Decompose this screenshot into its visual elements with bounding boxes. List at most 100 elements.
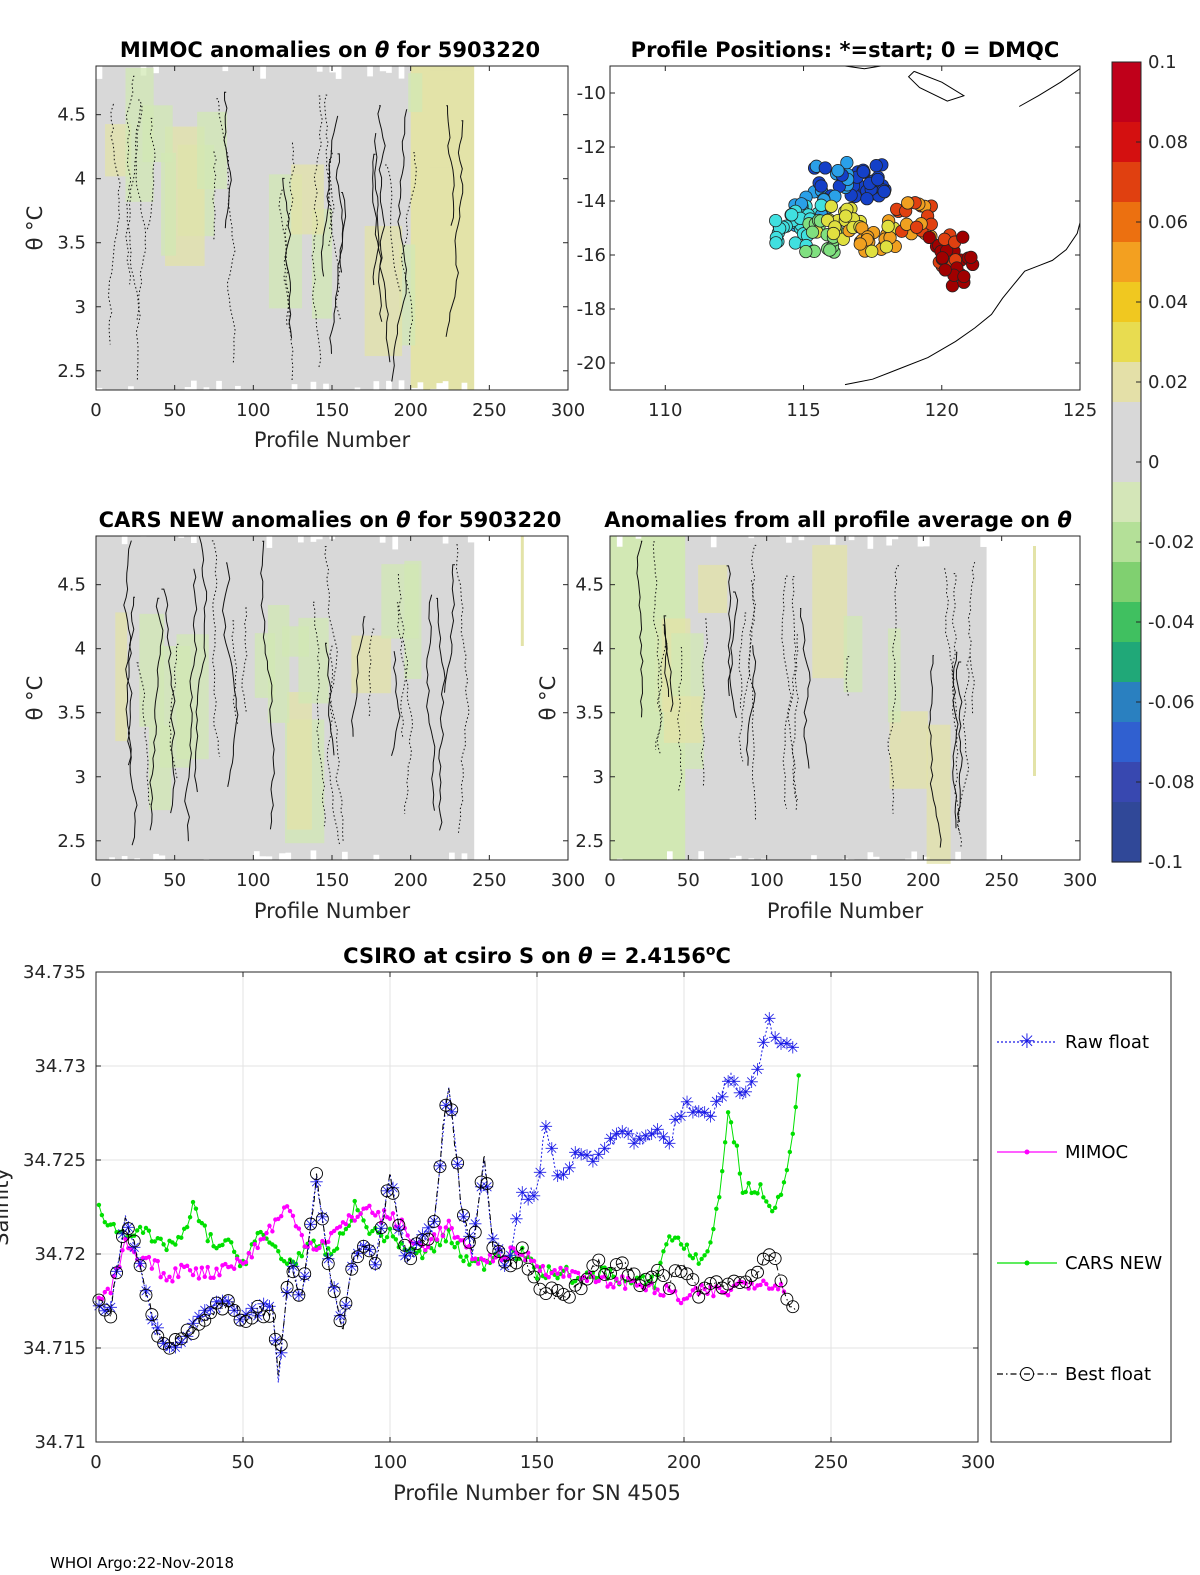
best-float-point [580,1272,594,1286]
raw-float-point: ✳ [674,1107,688,1127]
best-float-point [692,1290,706,1304]
best-float-point [704,1277,717,1290]
mimoc-point [349,1214,354,1220]
best-float-point [786,1300,800,1314]
raw-float-point: ✳ [597,1140,611,1160]
mimoc-point [267,1223,272,1228]
profile-position-marker [871,172,885,187]
anomaly-cell [341,536,349,852]
cars-new-point [546,1264,551,1269]
anomaly-cell [435,536,443,860]
anomaly-cell [461,66,468,383]
profile-position-marker [877,184,891,199]
legend-mimoc-label: MIMOC [1065,1142,1128,1163]
profile-position-marker [879,240,893,254]
x-tick-label: 300 [551,400,585,421]
mimoc-point [290,1213,296,1219]
y-tick-label: -12 [577,137,606,158]
raw-float-point: ✳ [268,1332,282,1352]
mimoc-point [202,1274,207,1280]
negative-contour [397,573,414,815]
cars-new-point [793,1104,798,1110]
cars-new-point [755,1191,760,1196]
y-tick-label: -14 [577,191,606,212]
anomaly-patch [286,692,312,830]
positive-contour [436,597,446,831]
cars-new-point [276,1249,281,1254]
best-float-point [433,1160,447,1174]
y-tick-label: 4.5 [57,105,86,126]
best-float-point [104,1310,118,1324]
colorbar-segment [1112,702,1141,723]
cars-new-point [190,1199,196,1205]
best-float-point [180,1323,194,1337]
x-tick-label: 200 [906,870,940,891]
best-float-point [374,1221,388,1235]
negative-contour [967,561,976,715]
cars-new-point [517,1256,522,1262]
anomaly-patch [698,564,728,613]
raw-float-point: ✳ [762,1009,776,1029]
mimoc-point [326,1239,331,1245]
cars-new-point [455,1240,460,1246]
mimoc-point [390,1211,396,1216]
avg-y-label: θ °C [536,676,560,721]
best-float-point [774,1274,788,1288]
positions-axes-box [609,65,1081,391]
best-float-point [133,1259,147,1273]
positive-contour [194,535,208,793]
cars-new-point [173,1242,178,1247]
mimoc-point [199,1265,205,1270]
cars-new-point [705,1249,710,1254]
profile-position-marker [840,155,854,170]
negative-contour [396,602,407,739]
cars-new-point [231,1249,237,1254]
mimoc-point [176,1274,181,1280]
colorbar-segment [1112,502,1141,523]
negative-contour [126,99,143,380]
best-float-point [227,1304,241,1317]
colorbar-tick-label: -0.08 [1148,772,1195,793]
y-tick-label: 34.73 [34,1056,86,1077]
raw-float-point: ✳ [603,1129,617,1149]
positions-y-ticks: -10 -12 -14 -16 -18 -20 [577,83,1080,374]
y-tick-label: 4 [75,639,86,660]
raw-float-point: ✳ [645,1125,659,1145]
cars-new-point [725,1110,731,1115]
cars-title: CARS NEW anomalies on θ for 5903220 [99,508,562,532]
positive-contour [161,588,176,814]
anomaly-cell [810,536,818,856]
anomaly-cell [454,536,462,860]
cars-new-point [296,1250,302,1256]
positive-contour [636,540,644,718]
mimoc-point [443,1225,449,1230]
mimoc-point [337,1224,343,1229]
cars-new-point [687,1253,693,1258]
positive-contour [662,624,670,698]
colorbar-segment [1112,542,1141,563]
raw-float-point: ✳ [709,1092,723,1112]
best-float-point [592,1253,606,1267]
colorbar-segment [1112,782,1141,803]
anomaly-cell [979,546,987,860]
anomaly-cell [779,537,787,860]
best-float-point [392,1218,406,1232]
anomaly-cell [823,536,830,860]
negative-contour [385,164,402,294]
colorbar-segment [1112,762,1141,783]
cars-new-point [746,1181,751,1186]
cars-new-point [420,1255,425,1261]
mimoc-point [678,1300,684,1306]
y-tick-label: 3 [75,297,86,318]
cars-new-point [675,1235,681,1240]
anomaly-cell [385,536,393,860]
mimoc-point [555,1271,560,1276]
cars-new-point [758,1182,763,1187]
cars-new-point [96,1202,102,1208]
best-float-point [127,1234,141,1248]
mimoc-point [261,1236,266,1241]
mimoc-point [108,1290,113,1296]
colorbar-segment [1112,282,1141,303]
raw-float-point: ✳ [115,1225,129,1245]
cars-new-point [205,1238,210,1244]
